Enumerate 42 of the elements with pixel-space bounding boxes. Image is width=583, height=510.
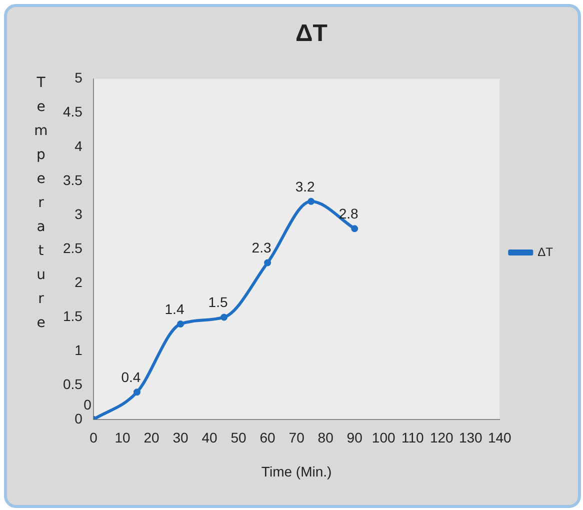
x-axis-title: Time (Min.) [261, 463, 332, 480]
data-label: 2.8 [338, 206, 359, 222]
y-tick-label: 0.5 [62, 376, 83, 392]
data-label: 0.4 [121, 369, 141, 386]
x-tick-label: 10 [114, 430, 130, 446]
x-tick-label: 70 [288, 430, 305, 446]
x-tick-label: 130 [458, 430, 483, 446]
point [177, 320, 184, 328]
x-tick-label: 90 [346, 430, 363, 446]
x-tick-label: 50 [230, 430, 247, 446]
y-tick-label: 5 [74, 70, 83, 86]
y-tick-label: 3.5 [62, 172, 83, 188]
data-label: 1.4 [164, 301, 184, 318]
x-tick-label: 60 [260, 430, 276, 446]
chart-title: ΔT [296, 20, 328, 48]
data-label: 1.5 [208, 294, 228, 310]
x-tick-label: 30 [172, 430, 188, 446]
x-tick-label: 0 [90, 430, 98, 446]
y-tick-label: 1 [74, 342, 83, 358]
x-tick-label: 80 [318, 430, 334, 446]
point [351, 225, 358, 232]
y-tick-label: 0 [74, 410, 83, 426]
x-tick-label: 20 [144, 430, 160, 446]
y-tick-label: 2 [74, 274, 83, 290]
data-label: 2.3 [252, 240, 272, 256]
y-tick-label: 1.5 [62, 308, 83, 324]
y-tick-label: 3 [74, 206, 83, 222]
x-tick-label: 110 [401, 430, 424, 446]
legend-label: ΔT [538, 244, 554, 259]
data-label: 3.2 [295, 178, 316, 194]
point [308, 198, 315, 205]
y-axis-title: Temperature [33, 75, 49, 339]
y-tick-label: 4 [74, 138, 83, 154]
point [220, 314, 228, 321]
point [264, 259, 272, 266]
x-tick-label: 140 [488, 430, 512, 446]
x-tick-label: 120 [430, 430, 454, 446]
point [133, 388, 140, 396]
y-tick-label: 2.5 [62, 240, 83, 256]
x-tick-label: 100 [372, 430, 396, 446]
y-tick-label: 4.5 [62, 104, 83, 120]
x-tick-label: 40 [202, 430, 218, 446]
